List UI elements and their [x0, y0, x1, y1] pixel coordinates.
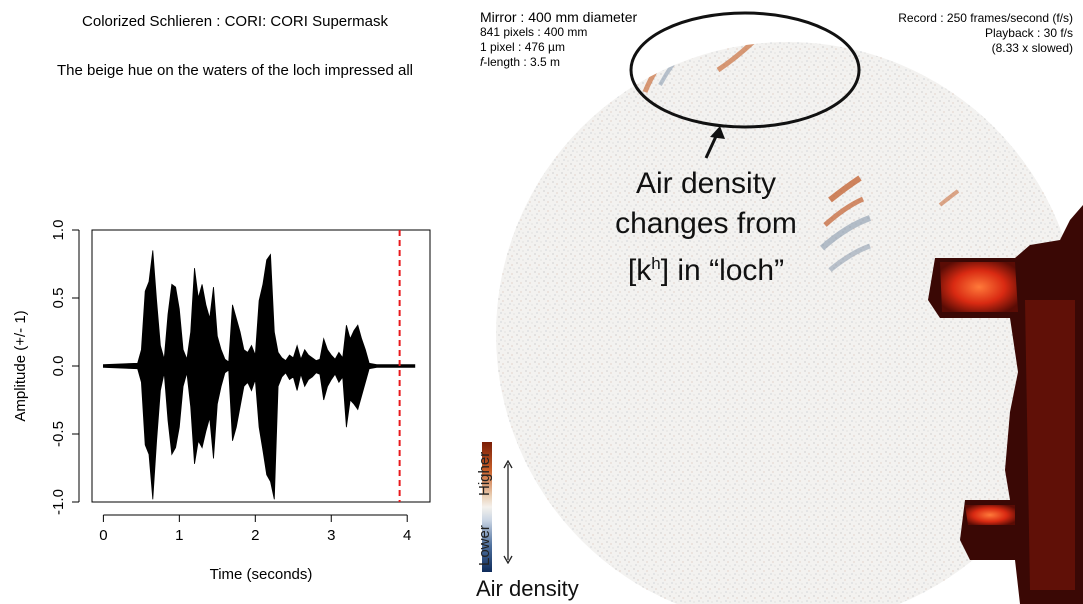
- pixels-label: 841 pixels : 400 mm: [480, 25, 588, 39]
- schlieren-image: [496, 11, 1083, 604]
- y-tick-label: 0.5: [50, 288, 67, 309]
- y-tick-label: 0.0: [50, 356, 67, 377]
- x-tick-label: 4: [403, 527, 411, 544]
- recording-info: Mirror : 400 mm diameter 841 pixels : 40…: [480, 10, 637, 70]
- legend-title: Air density: [476, 576, 579, 601]
- streak: [828, 175, 862, 203]
- annotation-line-2: changes from: [615, 207, 797, 240]
- record-rate-label: Record : 250 frames/second (f/s): [898, 11, 1073, 25]
- f-length-value: -length : 3.5 m: [483, 55, 561, 69]
- cori-supermask: [928, 205, 1083, 604]
- f-length-italic: f: [480, 55, 484, 69]
- annotation-arrowhead: [710, 126, 725, 139]
- streak: [820, 215, 872, 251]
- density-legend: Higher Lower Air density: [476, 440, 596, 604]
- streak: [823, 196, 865, 227]
- slowdown-label: (8.33 x slowed): [991, 41, 1073, 55]
- y-tick-label: -0.5: [50, 421, 67, 447]
- annotation-line-1: Air density: [635, 167, 777, 200]
- mirror-label: Mirror : 400 mm diameter: [480, 9, 638, 25]
- x-tick-label: 2: [251, 527, 259, 544]
- f-length-label: f-length : 3.5 m: [480, 55, 637, 70]
- density-colorbar: [482, 442, 492, 572]
- plot-area: 0 1 2 3 4 -1.0 -0.5 0.0 0.5 1.0: [50, 220, 431, 544]
- y-tick-label: -1.0: [50, 489, 67, 515]
- double-arrow-icon: [503, 460, 513, 564]
- y-axis-label-group: Amplitude (+/- 1): [12, 310, 29, 421]
- page-title: Colorized Schlieren : CORI: CORI Superma…: [82, 13, 388, 30]
- annotation-line-3-pre: [k: [627, 254, 652, 287]
- legend-higher-label: Higher: [476, 451, 493, 497]
- annotation-line-3-post: ] in “loch”: [660, 254, 785, 287]
- mirror-disc: [496, 42, 1080, 604]
- spoken-sentence: The beige hue on the waters of the loch …: [56, 62, 414, 79]
- x-tick-label: 1: [175, 527, 183, 544]
- x-axis-label: Time (seconds): [210, 566, 313, 583]
- streak: [938, 189, 960, 207]
- aspiration-superscript: h: [651, 254, 661, 273]
- highlight-ellipse: [629, 11, 861, 129]
- plot-frame: [91, 229, 431, 503]
- playback-info: Record : 250 frames/second (f/s) Playbac…: [898, 11, 1073, 56]
- annotation-text: Air density changes from [kh] in “loch”: [586, 164, 826, 291]
- pixel-size-label: 1 pixel : 476 µm: [480, 40, 565, 54]
- streak: [716, 42, 778, 73]
- y-tick-label: 1.0: [50, 220, 67, 241]
- waveform-chart: Amplitude (+/- 1) Time (seconds) 0 1 2 3 4 -1…: [12, 220, 431, 583]
- legend-lower-label: Lower: [476, 525, 493, 567]
- x-tick-label: 3: [327, 527, 335, 544]
- streak: [828, 243, 871, 272]
- playback-rate-label: Playback : 30 f/s: [984, 26, 1073, 40]
- annotation-line-3: [kh] in “loch”: [586, 244, 826, 291]
- x-tick-label: 0: [99, 527, 107, 544]
- waveform-envelope: [102, 250, 416, 500]
- y-axis-label: Amplitude (+/- 1): [12, 310, 29, 421]
